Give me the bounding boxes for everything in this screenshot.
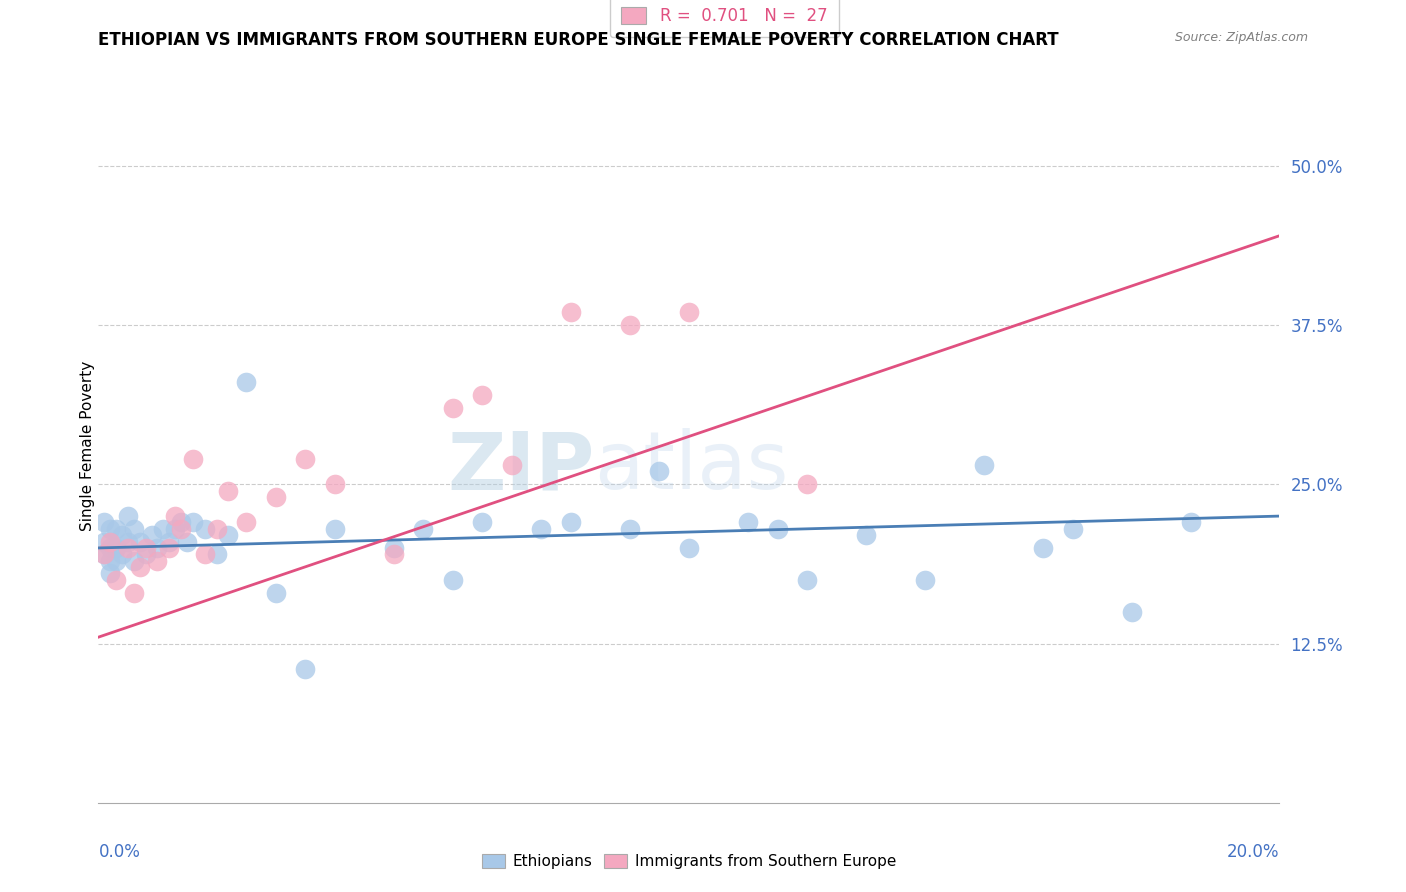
Point [914, 573, 936, 587]
Point [135, 541, 157, 555]
Point [122, 554, 145, 568]
Point [678, 305, 700, 319]
Point [98, 566, 121, 581]
Point [323, 522, 346, 536]
Point [796, 477, 818, 491]
Point [165, 522, 187, 536]
Point [560, 305, 582, 319]
Point [105, 541, 128, 555]
Point [98, 541, 121, 555]
Point [181, 451, 204, 466]
Point [157, 534, 180, 549]
Point [122, 585, 145, 599]
Point [93, 547, 115, 561]
Point [205, 522, 228, 536]
Point [111, 528, 134, 542]
Point [235, 376, 257, 390]
Point [382, 547, 405, 561]
Text: ETHIOPIAN VS IMMIGRANTS FROM SOUTHERN EUROPE SINGLE FEMALE POVERTY CORRELATION C: ETHIOPIAN VS IMMIGRANTS FROM SOUTHERN EU… [98, 31, 1059, 49]
Y-axis label: Single Female Poverty: Single Female Poverty [80, 361, 94, 531]
Legend: R =  0.101   N =  52, R =  0.701   N =  27: R = 0.101 N = 52, R = 0.701 N = 27 [610, 0, 839, 37]
Point [165, 509, 187, 524]
Point [1032, 541, 1054, 555]
Point [170, 516, 193, 530]
Point [294, 451, 316, 466]
Point [146, 541, 169, 555]
Point [619, 522, 641, 536]
Point [796, 573, 818, 587]
Point [1180, 516, 1202, 530]
Point [412, 522, 434, 536]
Point [323, 477, 346, 491]
Point [294, 662, 316, 676]
Point [105, 522, 128, 536]
Point [619, 318, 641, 332]
Point [122, 522, 145, 536]
Point [98, 554, 121, 568]
Point [530, 522, 553, 536]
Point [117, 541, 139, 555]
Point [194, 522, 217, 536]
Point [98, 522, 121, 536]
Point [1121, 605, 1143, 619]
Point [441, 573, 464, 587]
Text: 0.0%: 0.0% [98, 843, 141, 861]
Point [205, 547, 228, 561]
Point [217, 528, 239, 542]
Point [471, 388, 494, 402]
Point [501, 458, 523, 472]
Point [648, 465, 671, 479]
Point [128, 534, 150, 549]
Point [141, 528, 163, 542]
Text: Source: ZipAtlas.com: Source: ZipAtlas.com [1174, 31, 1308, 45]
Text: ZIP: ZIP [447, 428, 595, 507]
Point [111, 547, 134, 561]
Point [264, 585, 287, 599]
Point [441, 401, 464, 415]
Point [117, 534, 139, 549]
Point [737, 516, 759, 530]
Point [157, 541, 180, 555]
Point [678, 541, 700, 555]
Point [471, 516, 494, 530]
Point [973, 458, 995, 472]
Point [855, 528, 877, 542]
Legend: Ethiopians, Immigrants from Southern Europe: Ethiopians, Immigrants from Southern Eur… [475, 848, 903, 875]
Point [135, 547, 157, 561]
Point [93, 516, 115, 530]
Point [235, 516, 257, 530]
Point [105, 573, 128, 587]
Point [117, 509, 139, 524]
Point [98, 534, 121, 549]
Point [146, 554, 169, 568]
Point [560, 516, 582, 530]
Point [93, 547, 115, 561]
Point [128, 560, 150, 574]
Text: 20.0%: 20.0% [1227, 843, 1279, 861]
Point [217, 483, 239, 498]
Point [264, 490, 287, 504]
Point [170, 522, 193, 536]
Point [1062, 522, 1084, 536]
Point [152, 522, 174, 536]
Point [105, 554, 128, 568]
Point [93, 534, 115, 549]
Point [382, 541, 405, 555]
Point [176, 534, 198, 549]
Point [766, 522, 789, 536]
Text: atlas: atlas [595, 428, 789, 507]
Point [194, 547, 217, 561]
Point [181, 516, 204, 530]
